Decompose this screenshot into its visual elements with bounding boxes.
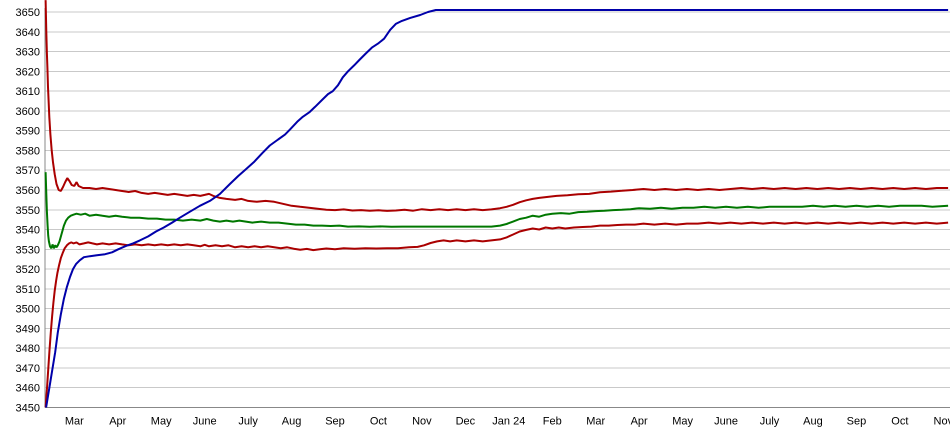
x-tick-label: Apr bbox=[631, 416, 648, 428]
x-tick-label: July bbox=[760, 416, 780, 428]
x-tick-label: Mar bbox=[586, 416, 605, 428]
series-middle-band-green bbox=[44, 172, 949, 249]
x-tick-label: Nov bbox=[412, 416, 432, 428]
y-tick-label: 3480 bbox=[16, 343, 40, 355]
y-tick-label: 3520 bbox=[16, 264, 40, 276]
series-upper-band-red bbox=[44, 0, 949, 212]
y-tick-label: 3650 bbox=[16, 7, 40, 19]
x-tick-label: June bbox=[714, 416, 738, 428]
x-tick-label: Jan 24 bbox=[492, 416, 525, 428]
y-tick-label: 3550 bbox=[16, 205, 40, 217]
x-tick-label: Apr bbox=[109, 416, 126, 428]
y-tick-label: 3470 bbox=[16, 363, 40, 375]
y-tick-label: 3460 bbox=[16, 383, 40, 395]
x-tick-label: June bbox=[193, 416, 217, 428]
y-tick-label: 3540 bbox=[16, 225, 40, 237]
y-tick-label: 3610 bbox=[16, 86, 40, 98]
y-tick-label: 3560 bbox=[16, 185, 40, 197]
series-cumulative-line-blue bbox=[45, 9, 949, 408]
y-tick-label: 3580 bbox=[16, 145, 40, 157]
x-tick-label: May bbox=[672, 416, 693, 428]
x-tick-label: Mar bbox=[65, 416, 84, 428]
gridlines bbox=[45, 11, 950, 389]
y-axis-labels: 3450 3460 3470 3480 3490 3500 3510 3520 3530 3540… bbox=[16, 7, 40, 415]
y-tick-label: 3510 bbox=[16, 284, 40, 296]
x-tick-label: Dec bbox=[456, 416, 476, 428]
y-tick-label: 3500 bbox=[16, 304, 40, 316]
y-tick-label: 3620 bbox=[16, 66, 40, 78]
y-tick-label: 3530 bbox=[16, 244, 40, 256]
x-tick-label: Aug bbox=[282, 416, 302, 428]
y-tick-label: 3600 bbox=[16, 106, 40, 118]
axes bbox=[44, 8, 950, 408]
x-tick-label: July bbox=[238, 416, 258, 428]
series-lines bbox=[44, 0, 949, 408]
y-tick-label: 3640 bbox=[16, 27, 40, 39]
y-tick-label: 3450 bbox=[16, 403, 40, 415]
x-tick-label: Oct bbox=[370, 416, 387, 428]
x-tick-label: Oct bbox=[891, 416, 908, 428]
y-tick-label: 3570 bbox=[16, 165, 40, 177]
x-tick-label: Sep bbox=[847, 416, 867, 428]
x-tick-label: Nov bbox=[934, 416, 950, 428]
x-tick-label: May bbox=[151, 416, 172, 428]
y-tick-label: 3590 bbox=[16, 126, 40, 138]
x-tick-label: Feb bbox=[543, 416, 562, 428]
y-tick-label: 3490 bbox=[16, 323, 40, 335]
x-axis-labels: Mar Apr May June July Aug Sep Oct Nov Dec Jan 24 Fe… bbox=[65, 416, 950, 428]
x-tick-label: Sep bbox=[325, 416, 345, 428]
y-tick-label: 3630 bbox=[16, 47, 40, 59]
series-lower-band-red bbox=[44, 221, 949, 408]
x-tick-label: Aug bbox=[803, 416, 823, 428]
